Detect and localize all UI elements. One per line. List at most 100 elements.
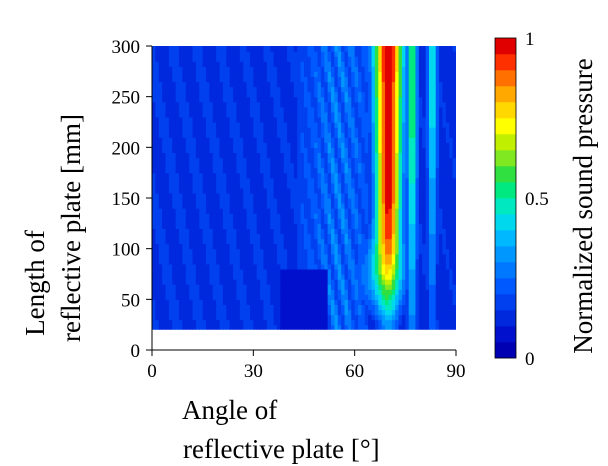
heatmap-cell (368, 218, 373, 224)
heatmap-cell (192, 76, 197, 83)
heatmap-cell (192, 192, 197, 199)
heatmap-cell (273, 96, 278, 103)
heatmap-cell (428, 167, 433, 174)
heatmap-cell (216, 147, 221, 153)
heatmap-cell (371, 233, 376, 240)
heatmap-cell (422, 218, 427, 224)
heatmap-cell (385, 147, 390, 153)
heatmap-cell (361, 111, 366, 118)
heatmap-cell (260, 309, 265, 316)
heatmap-cell (364, 96, 369, 103)
heatmap-cell (158, 132, 163, 138)
heatmap-cell (233, 106, 238, 113)
heatmap-cell (439, 66, 444, 72)
heatmap-cell (152, 106, 156, 113)
heatmap-cell (395, 132, 400, 138)
heatmap-cell (347, 106, 352, 113)
heatmap-cell (162, 66, 167, 72)
heatmap-cell (422, 71, 427, 77)
heatmap-cell (290, 182, 295, 189)
heatmap-cell (331, 294, 335, 300)
heatmap-cell (162, 203, 167, 209)
heatmap-cell (246, 314, 251, 321)
heatmap-cell (266, 122, 271, 128)
heatmap-cell (270, 91, 275, 98)
heatmap-cell (172, 299, 177, 305)
heatmap-cell (381, 279, 386, 285)
heatmap-cell (256, 111, 261, 118)
heatmap-cell (310, 182, 315, 189)
heatmap-cell (256, 66, 261, 72)
heatmap-cell (391, 76, 396, 83)
heatmap-cell (428, 218, 433, 224)
heatmap-cell (236, 238, 241, 245)
heatmap-cell (216, 172, 221, 179)
heatmap-cell (432, 61, 437, 67)
heatmap-cell (216, 116, 221, 123)
heatmap-cell (185, 208, 190, 214)
heatmap-cell (334, 177, 339, 184)
heatmap-cell (249, 91, 254, 98)
heatmap-cell (260, 253, 265, 260)
heatmap-cell (192, 101, 197, 108)
heatmap-cell (442, 167, 447, 174)
heatmap-cell (395, 253, 400, 260)
heatmap-cell (229, 132, 234, 138)
heatmap-cell (385, 71, 390, 77)
heatmap-cell (273, 106, 278, 113)
heatmap-cell (195, 91, 200, 98)
heatmap-cell (337, 294, 342, 300)
heatmap-cell (354, 228, 359, 235)
heatmap-cell (381, 233, 386, 240)
heatmap-cell (189, 137, 194, 143)
heatmap-cell (341, 294, 346, 300)
heatmap-cell (452, 319, 456, 326)
heatmap-cell (246, 213, 251, 219)
heatmap-cell (337, 228, 342, 235)
heatmap-cell (371, 258, 376, 265)
heatmap-cell (408, 203, 413, 209)
heatmap-cell (192, 96, 197, 103)
heatmap-cell (236, 157, 241, 164)
heatmap-cell (381, 56, 386, 62)
heatmap-cell (300, 177, 305, 184)
heatmap-cell (435, 304, 440, 311)
heatmap-cell (155, 299, 160, 305)
heatmap-cell (445, 51, 450, 57)
heatmap-cell (428, 324, 433, 330)
heatmap-cell (290, 71, 295, 77)
heatmap-cell (374, 223, 379, 229)
heatmap-cell (179, 223, 183, 229)
heatmap-cell (344, 203, 349, 209)
heatmap-cell (273, 319, 278, 326)
heatmap-cell (425, 46, 430, 52)
heatmap-cell (206, 66, 211, 72)
heatmap-cell (310, 162, 315, 169)
heatmap-cell (449, 147, 454, 153)
heatmap-cell (199, 81, 204, 88)
heatmap-cell (435, 61, 440, 67)
heatmap-cell (246, 289, 251, 295)
heatmap-cell (364, 258, 369, 265)
heatmap-cell (283, 137, 288, 143)
heatmap-cell (283, 177, 288, 184)
heatmap-cell (229, 248, 234, 255)
heatmap-cell (391, 268, 396, 275)
heatmap-cell (219, 268, 224, 275)
heatmap-cell (182, 81, 187, 88)
heatmap-cell (428, 289, 433, 295)
heatmap-cell (226, 299, 231, 305)
heatmap-cell (408, 228, 413, 235)
heatmap-cell (233, 284, 238, 290)
heatmap-cell (199, 218, 204, 224)
heatmap-cell (290, 137, 295, 143)
heatmap-cell (314, 147, 319, 153)
heatmap-cell (243, 182, 248, 189)
heatmap-cell (324, 162, 329, 169)
heatmap-cell (192, 81, 197, 88)
heatmap-cell (449, 198, 454, 204)
heatmap-cell (364, 253, 369, 260)
heatmap-cell (337, 274, 342, 280)
heatmap-cell (324, 152, 329, 159)
heatmap-cell (192, 86, 197, 93)
